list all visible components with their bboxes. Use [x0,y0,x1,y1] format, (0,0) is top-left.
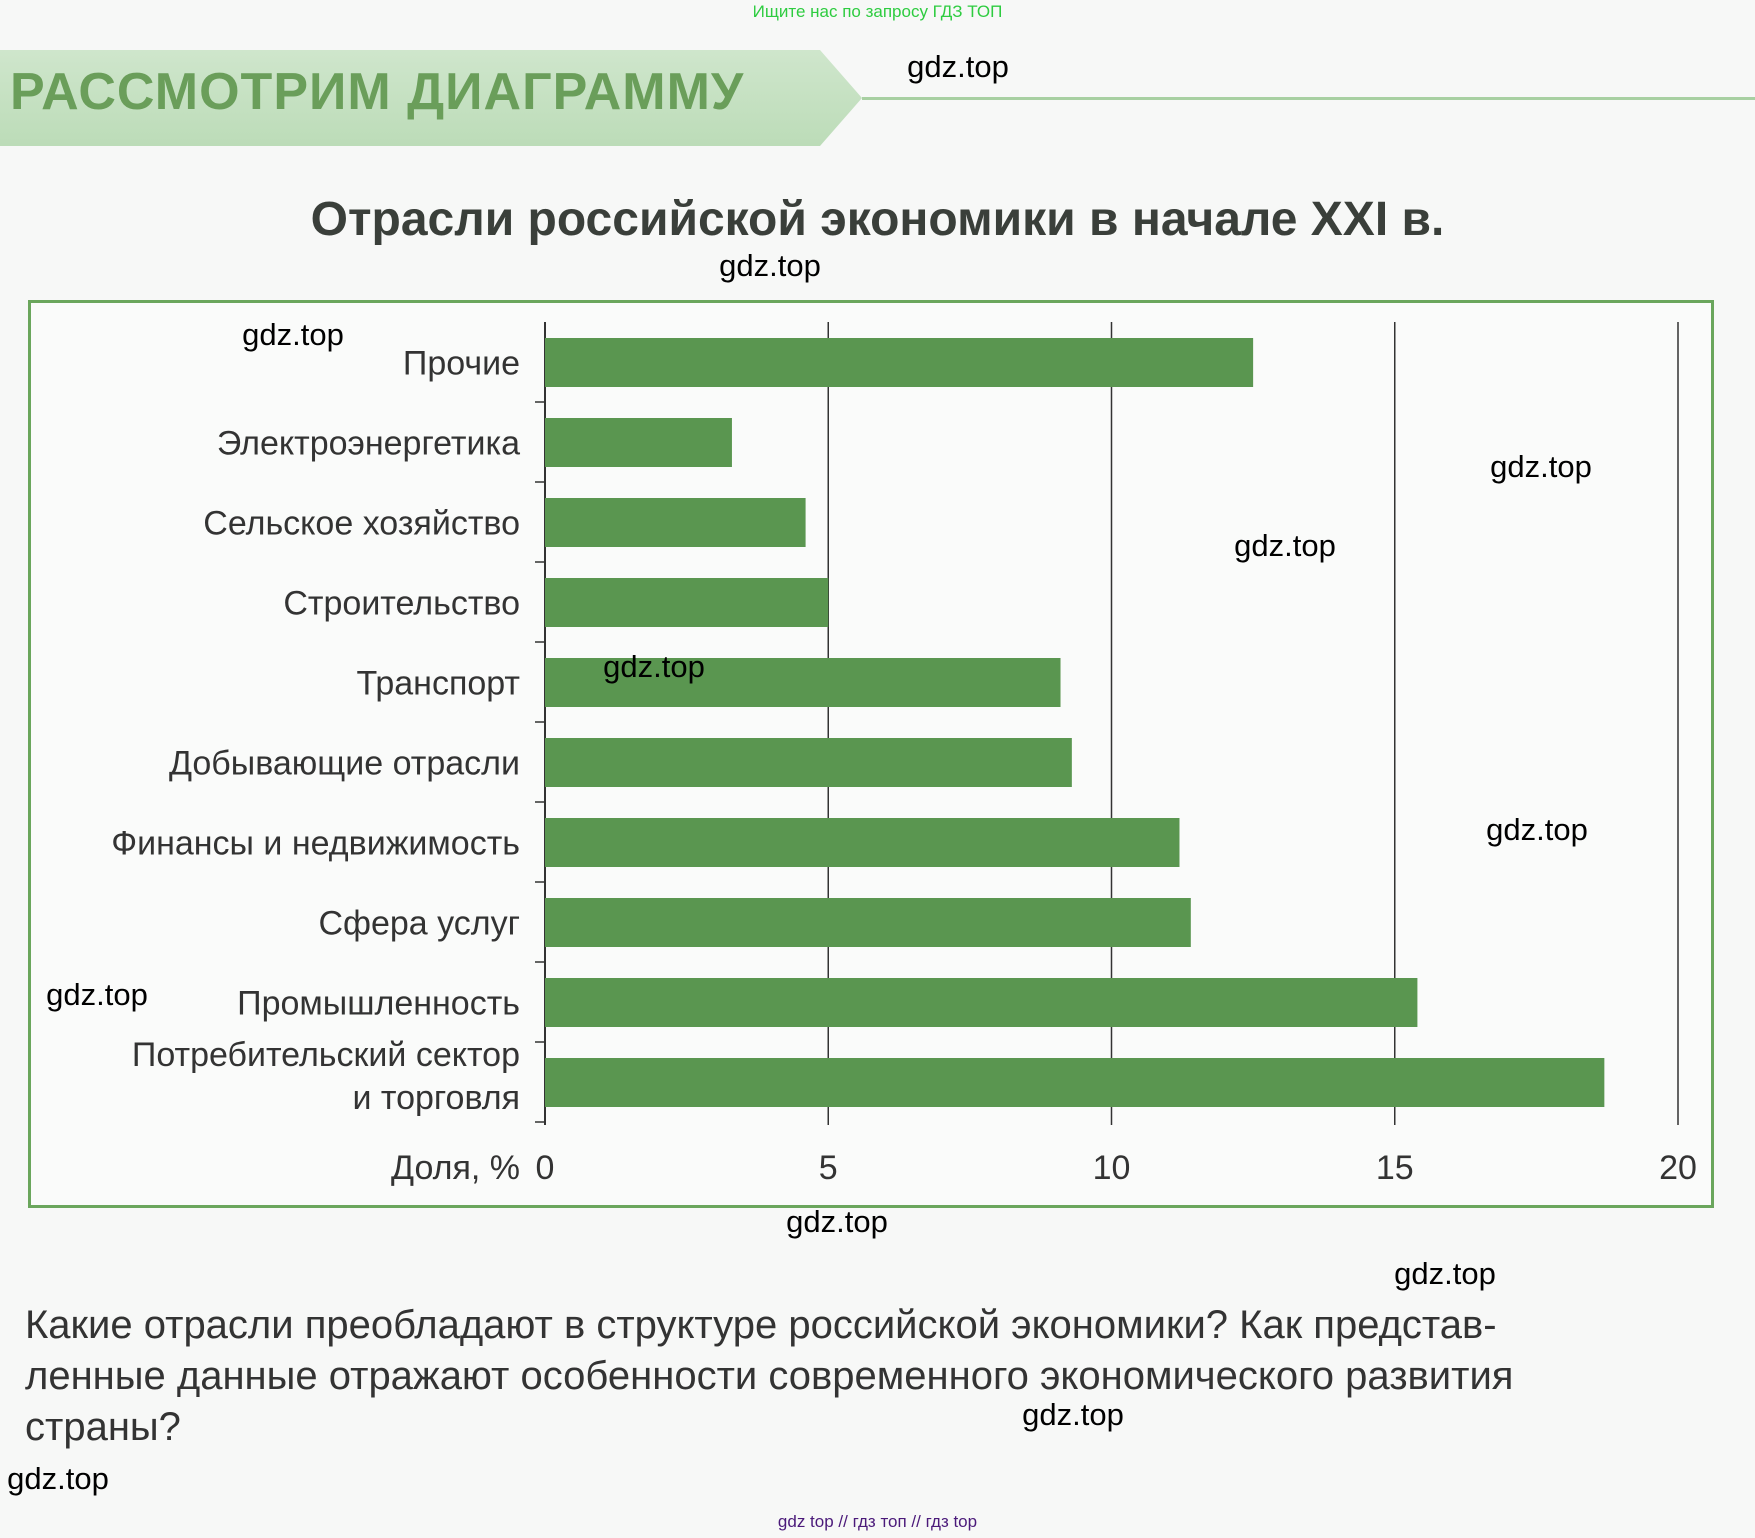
watermark: gdz.top [1234,528,1336,563]
watermark: gdz.top [242,317,344,352]
watermark: gdz.top [719,248,821,283]
category-label: Сфера услуг [318,905,520,943]
watermark: gdz.top [786,1204,888,1239]
category-label: Сельское хозяйство [203,505,520,543]
watermark: gdz.top [46,977,148,1012]
bar [545,738,1072,787]
footer-watermark: gdz top // гдз топ // гдз top [777,1512,978,1531]
bar [545,978,1418,1027]
question-line: страны? [25,1405,181,1449]
category-label: Финансы и недвижимость [111,825,520,863]
question-text: Какие отрасли преобладают в структуре ро… [25,1300,1725,1453]
category-label: Электроэнергетика [217,425,520,463]
watermark: gdz.top [1486,812,1588,847]
bar [545,818,1180,867]
x-tick-label: 10 [1093,1149,1131,1187]
watermark: gdz.top [1022,1397,1124,1432]
bar [545,898,1191,947]
x-tick-label: 20 [1659,1149,1697,1187]
bar [545,418,732,467]
bar [545,338,1254,387]
search-hint: Ищите нас по запросу ГДЗ ТОП [752,2,1003,21]
banner-rule [862,97,1755,100]
category-label: Прочие [403,345,520,383]
watermark: gdz.top [7,1461,109,1496]
category-label: Промышленность [237,985,520,1023]
category-label: и торговля [352,1079,520,1117]
watermark: gdz.top [907,49,1009,84]
section-title: РАССМОТРИМ ДИАГРАММУ [10,63,745,121]
x-tick-label: 15 [1376,1149,1414,1187]
watermark: gdz.top [1394,1256,1496,1291]
watermark: gdz.top [1490,449,1592,484]
category-label: Строительство [283,585,520,623]
bar-chart: Прочие Электроэнергетика Сельское хозяйств… [111,322,1697,1187]
bar [545,658,1061,707]
bar [545,498,806,547]
section-banner [0,50,862,146]
question-line: ленные данные отражают особенности совре… [25,1354,1514,1398]
x-tick-label: 5 [819,1149,838,1187]
x-axis-label: Доля, % [391,1149,520,1187]
category-label: Транспорт [356,665,520,703]
bar [545,578,829,627]
question-line: Какие отрасли преобладают в структуре ро… [25,1303,1497,1347]
chart-title: Отрасли российской экономики в начале XX… [310,193,1445,246]
category-label: Добывающие отрасли [169,745,520,783]
watermark: gdz.top [603,649,705,684]
category-label: Потребительский сектор [132,1036,520,1074]
bar [545,1058,1605,1107]
x-tick-label: 0 [536,1149,555,1187]
